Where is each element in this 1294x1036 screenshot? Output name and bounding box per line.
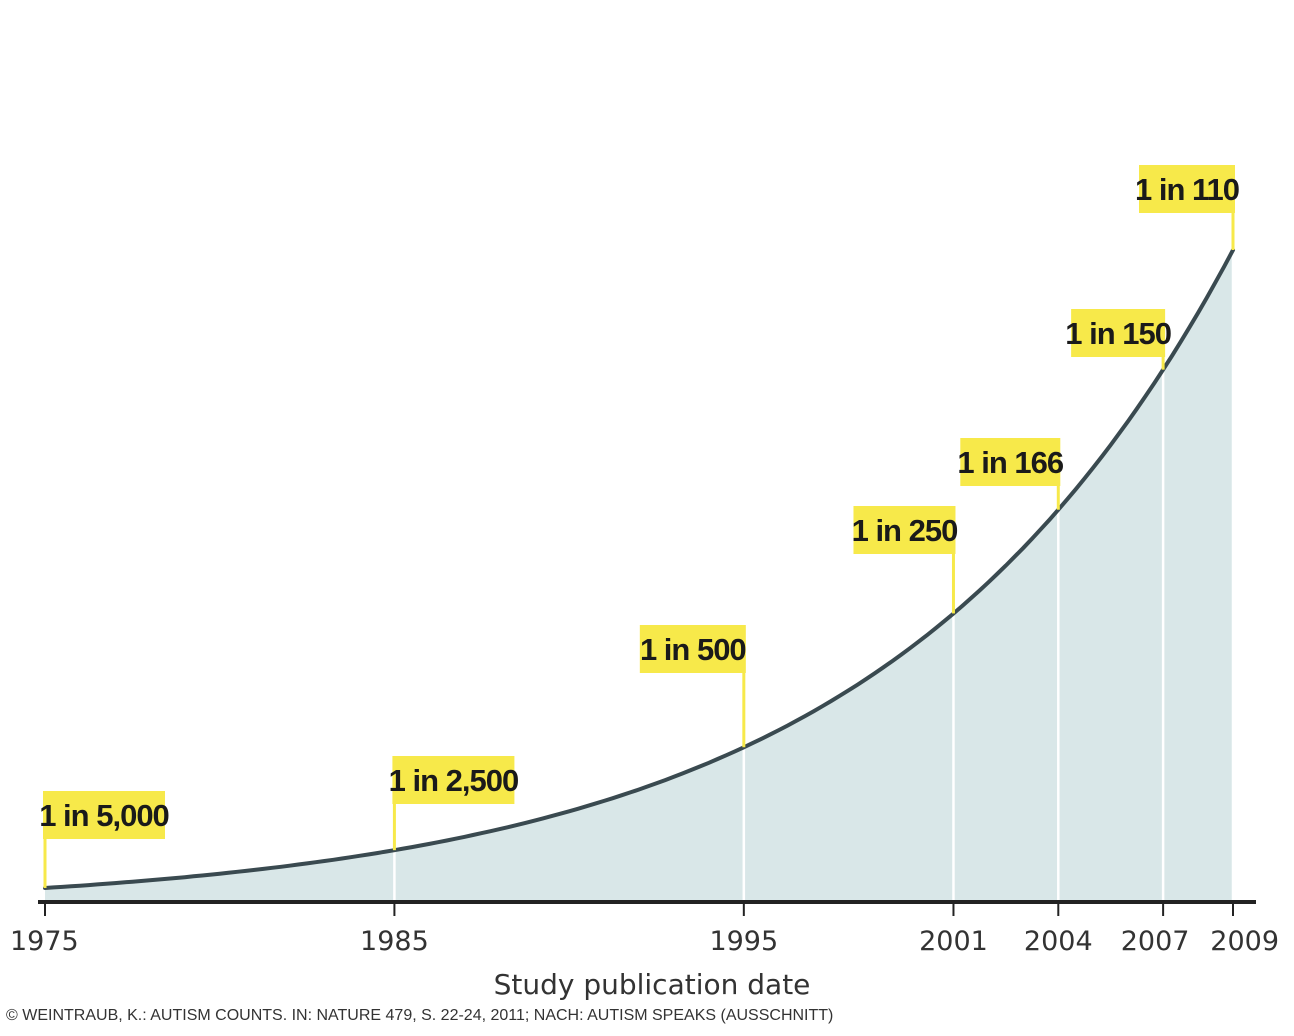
x-tick-label: 1985	[360, 926, 429, 957]
value-tag	[1139, 165, 1235, 213]
value-tag-label: 1 in 2,500	[389, 763, 519, 798]
drop-lines	[393, 252, 1235, 902]
value-tag-label: 1 in 110	[1135, 172, 1239, 207]
x-ticks: 1975 1985 1995 2001 2004 2007 2009	[10, 902, 1279, 957]
x-tick-label: 2007	[1121, 926, 1190, 957]
x-tick-label: 1995	[709, 926, 778, 957]
prevalence-curve	[43, 248, 1235, 890]
value-tag	[853, 506, 956, 554]
value-tag-label: 1 in 150	[1065, 316, 1171, 351]
value-tag	[43, 791, 165, 839]
source-credit: © WEINTRAUB, K.: AUTISM COUNTS. IN: NATU…	[6, 1007, 833, 1024]
x-tick-label: 2004	[1024, 926, 1093, 957]
value-tag	[960, 438, 1061, 486]
value-tag	[392, 756, 515, 804]
value-tag-label: 1 in 500	[640, 632, 746, 667]
value-tag-label: 1 in 5,000	[39, 798, 169, 833]
value-tag-label: 1 in 250	[852, 513, 958, 548]
x-tick-label: 2009	[1210, 926, 1279, 957]
x-axis-label: Study publication date	[494, 968, 811, 1001]
value-tag	[639, 625, 746, 673]
x-tick-label: 1975	[10, 926, 79, 957]
area-fill	[45, 250, 1233, 902]
value-tag	[1071, 309, 1166, 357]
value-tag-label: 1 in 166	[957, 445, 1063, 480]
x-tick-label: 2001	[919, 926, 988, 957]
value-tags: 1 in 5,000 1 in 2,500 1 in 500 1 in 250 1 in…	[39, 165, 1240, 888]
